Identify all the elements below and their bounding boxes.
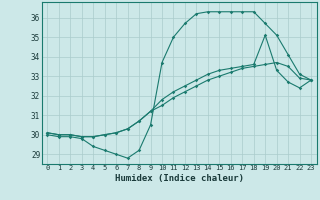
X-axis label: Humidex (Indice chaleur): Humidex (Indice chaleur) (115, 174, 244, 183)
